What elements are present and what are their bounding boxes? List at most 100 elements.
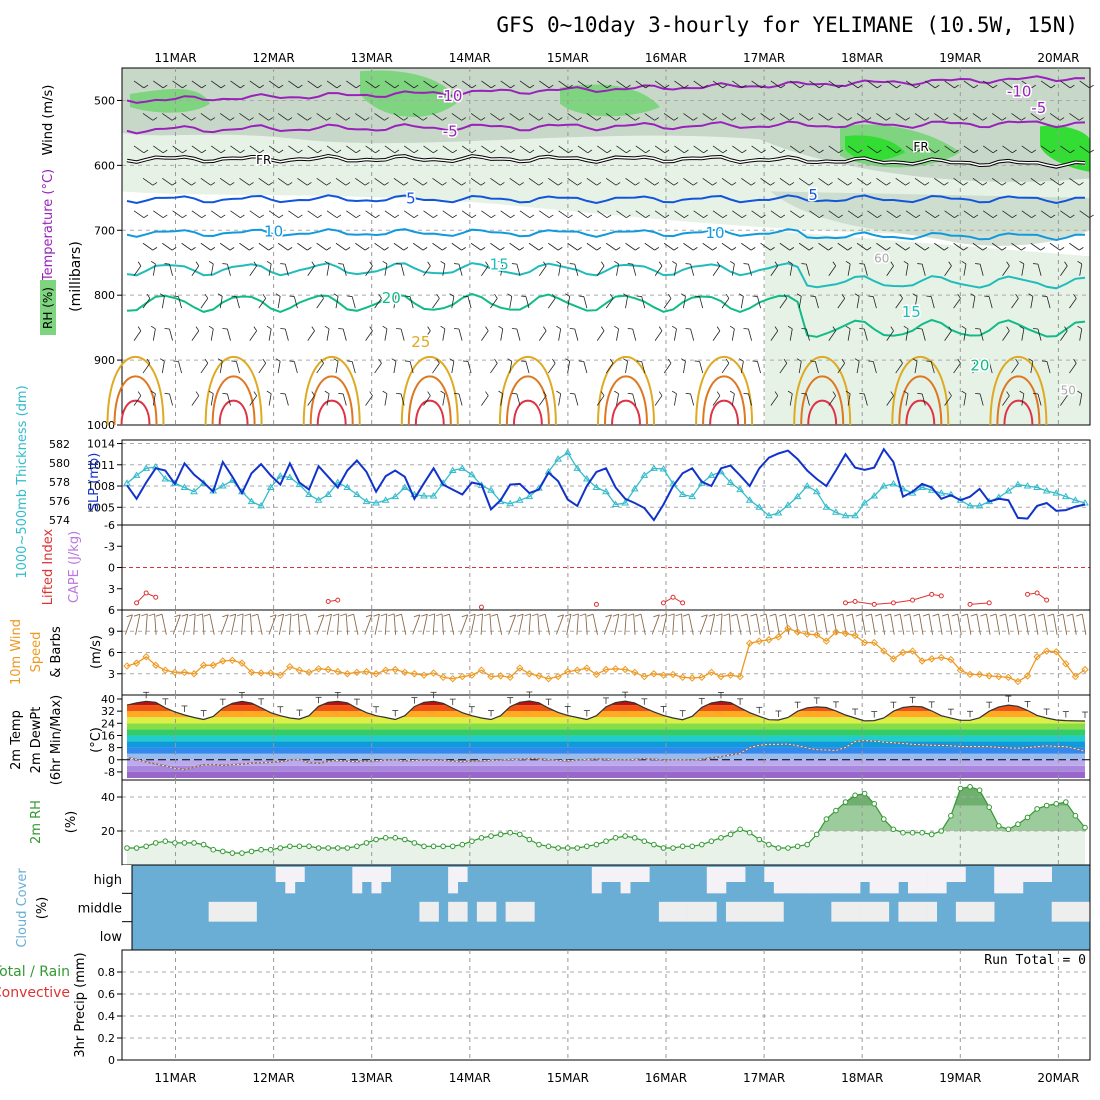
wind-barb-flag	[1073, 293, 1077, 299]
rh2m-marker	[593, 841, 600, 848]
wind-axis-label-2: Speed	[29, 632, 44, 673]
cloud-mid-gap	[668, 901, 679, 922]
wind-barb-flag	[896, 214, 901, 219]
wind-barb-flag	[1028, 358, 1034, 362]
wind10-barb-flag	[922, 613, 930, 617]
wind-barb	[400, 393, 405, 406]
wind-barb-flag	[729, 260, 735, 265]
wind-barb-flag	[943, 117, 949, 121]
wind-barb-flag	[565, 293, 570, 297]
wind-barb	[856, 242, 868, 251]
wind-barb-flag	[143, 149, 149, 154]
wind-barb-flag	[1070, 214, 1075, 219]
wind-barb-flag	[403, 117, 409, 121]
rh2m-marker	[133, 845, 140, 851]
wind-speed-marker	[803, 630, 811, 638]
lifted-line	[912, 593, 932, 601]
rh2m-marker	[545, 843, 552, 850]
lifted-marker	[967, 601, 973, 607]
wind10-barb-flag	[531, 613, 538, 617]
wind-speed-marker	[142, 653, 150, 661]
wind-barb	[809, 210, 820, 219]
diurnal-contour	[505, 375, 550, 426]
wind-barb-flag	[345, 117, 351, 121]
wind-barb	[442, 263, 446, 276]
wind-barb	[847, 393, 851, 406]
wind-barb-flag	[948, 391, 952, 396]
wind-barb-flag	[899, 293, 903, 299]
wind-barb	[798, 113, 810, 121]
wind-barb-flag	[480, 117, 486, 121]
wind-barb-flag	[1006, 391, 1010, 396]
wind10-barb	[393, 613, 397, 635]
wind-barb-flag	[917, 263, 923, 265]
wind-barb	[770, 145, 781, 154]
wind-barb-flag	[859, 328, 865, 330]
wind-barb-flag	[743, 328, 749, 330]
wind10-barb-flag	[244, 613, 251, 617]
thickness-marker	[1061, 492, 1070, 500]
wind-barb-flag	[1015, 358, 1019, 364]
thickness-marker	[333, 478, 342, 485]
wind-barb	[1079, 328, 1083, 341]
wind-barb	[770, 330, 779, 341]
wind-barb-flag	[838, 84, 844, 89]
wind-barb	[837, 178, 848, 186]
wind10-barb	[976, 613, 981, 635]
wind-barb	[200, 178, 211, 186]
wind-barb	[467, 361, 472, 374]
date-label-top: 13MAR	[351, 51, 393, 65]
wind10-barb	[230, 614, 237, 635]
wind-barb-flag	[324, 390, 330, 395]
wind-barb	[458, 393, 463, 406]
wind-barb	[316, 178, 327, 186]
thickness-axis-label: 1000~500mb Thickness (dm)	[15, 385, 30, 578]
wind-speed-marker	[908, 647, 917, 655]
wind-barb	[277, 361, 281, 374]
wind-barb	[307, 265, 315, 276]
cloud-high-gap	[764, 867, 775, 882]
wind-barb-flag	[275, 358, 281, 362]
wind10-barb-flag	[1076, 613, 1083, 617]
wind-barb	[953, 113, 964, 121]
rh2m-axis-label: 2m RH	[29, 800, 44, 844]
wind-barb-flag	[838, 149, 844, 154]
wind-barb	[798, 178, 810, 186]
wind-barb	[972, 296, 976, 309]
wind-barb-flag	[1028, 293, 1034, 297]
wind-barb	[481, 265, 489, 276]
diurnal-contour	[120, 399, 151, 426]
rh2m-marker	[967, 784, 973, 790]
wind-barb	[335, 296, 339, 309]
wind-barb	[828, 330, 837, 341]
lifted-marker	[1044, 597, 1050, 603]
temp-axis-label-2: 2m DewPt	[29, 707, 44, 774]
wind-barb-flag	[877, 149, 882, 154]
wind-barb-flag	[1001, 117, 1007, 121]
wind-barb	[1069, 178, 1080, 186]
wind-barb	[210, 393, 214, 406]
wind-barb	[798, 361, 802, 374]
diurnal-contour	[1003, 399, 1034, 426]
contour-label: -5	[1031, 99, 1046, 117]
wind-barb	[944, 395, 952, 406]
wind-barb-flag	[903, 390, 909, 395]
wind-barb	[1037, 393, 1042, 406]
lifted-marker	[478, 604, 484, 610]
wind10-barb-flag	[961, 613, 968, 617]
wind-speed-marker	[247, 668, 256, 677]
wind-barb-flag	[774, 391, 779, 396]
temp-tick-label: 8	[108, 742, 115, 755]
wind-axis-label-3: & Barbs	[49, 626, 64, 678]
wind-barb-flag	[391, 358, 397, 362]
thickness-marker	[946, 490, 955, 498]
wind-barb	[297, 242, 308, 251]
lifted-marker	[335, 597, 341, 603]
wind-barb	[1002, 395, 1010, 406]
wind-barb-flag	[375, 214, 380, 219]
wind-barb-flag	[667, 358, 672, 364]
wind-barb-flag	[819, 214, 824, 219]
thickness-marker	[218, 482, 227, 489]
cloud-high-gap	[888, 867, 899, 894]
wind-barb	[200, 113, 211, 121]
